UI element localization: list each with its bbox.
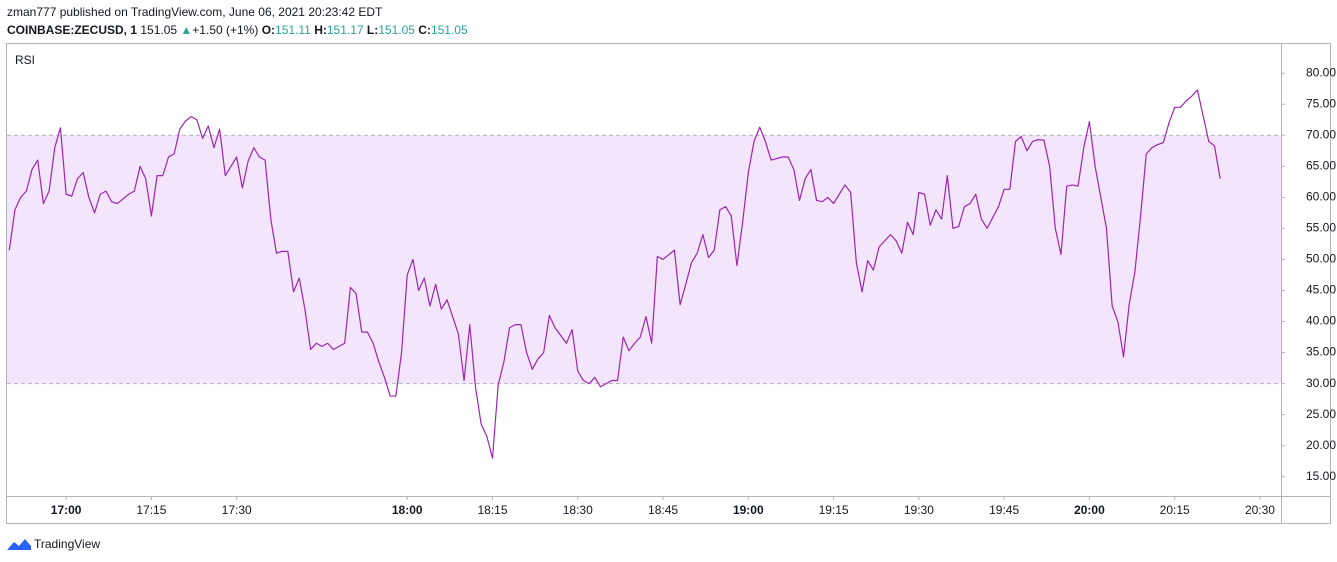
y-tick-label: 65.00: [1306, 158, 1336, 172]
open-label: O:: [261, 23, 276, 37]
logo-icon: [7, 539, 31, 550]
logo-shape: [7, 539, 31, 550]
up-arrow: ▲: [180, 23, 193, 37]
x-tick-label: 17:30: [222, 503, 252, 517]
x-tick-label: 18:30: [563, 503, 593, 517]
symbol: COINBASE:ZECUSD, 1: [7, 23, 138, 37]
y-tick-label: 45.00: [1306, 283, 1336, 297]
last: 151.05: [140, 23, 178, 37]
y-tick-label: 15.00: [1306, 469, 1336, 483]
x-tick-label: 20:30: [1245, 503, 1275, 517]
low: 151.05: [378, 23, 415, 37]
y-tick-label: 60.00: [1306, 190, 1336, 204]
y-tick-label: 30.00: [1306, 376, 1336, 390]
high: 151.17: [326, 23, 364, 37]
plot: 15.00 20.00 25.00 30.00 35.00 40.00 45.00 50.00…: [7, 65, 1336, 517]
indicator-label: RSI: [15, 53, 35, 67]
x-tick-label: 18:00: [392, 503, 423, 517]
publisher: zman777 published on TradingView.com, Ju…: [7, 5, 383, 19]
y-tick-label: 50.00: [1306, 252, 1336, 266]
x-tick-label: 17:00: [51, 503, 82, 517]
logo-text: TradingView: [34, 537, 101, 551]
close: 151.05: [430, 23, 468, 37]
change: +1.50 (+1%): [192, 23, 259, 37]
frame: [6, 43, 1331, 524]
open: 151.11: [275, 23, 311, 37]
y-tick-label: 55.00: [1306, 221, 1336, 235]
x-tick-label: 18:45: [648, 503, 678, 517]
x-tick-label: 18:15: [477, 503, 507, 517]
close-label: C:: [418, 23, 431, 37]
x-tick-label: 19:30: [904, 503, 934, 517]
quote-line: COINBASE:ZECUSD, 1 151.05 ▲+1.50 (+1%) O…: [7, 23, 468, 37]
x-tick-label: 19:45: [989, 503, 1019, 517]
rsi-band: [7, 135, 1281, 384]
y-tick-label: 20.00: [1306, 438, 1336, 452]
x-tick-label: 19:15: [819, 503, 849, 517]
x-tick-label: 20:00: [1074, 503, 1105, 517]
y-tick-label: 40.00: [1306, 314, 1336, 328]
x-tick-label: 20:15: [1160, 503, 1190, 517]
rsi-line: [8, 89, 1221, 459]
y-tick-label: 25.00: [1306, 407, 1336, 421]
y-tick-label: 70.00: [1306, 127, 1336, 141]
low-label: L:: [366, 23, 379, 37]
x-tick-label: 17:15: [136, 503, 166, 517]
y-tick-label: 35.00: [1306, 345, 1336, 359]
high-label: H:: [314, 23, 327, 37]
y-tick-label: 75.00: [1306, 96, 1336, 110]
x-tick-label: 19:00: [733, 503, 764, 517]
y-tick-label: 80.00: [1306, 65, 1336, 79]
